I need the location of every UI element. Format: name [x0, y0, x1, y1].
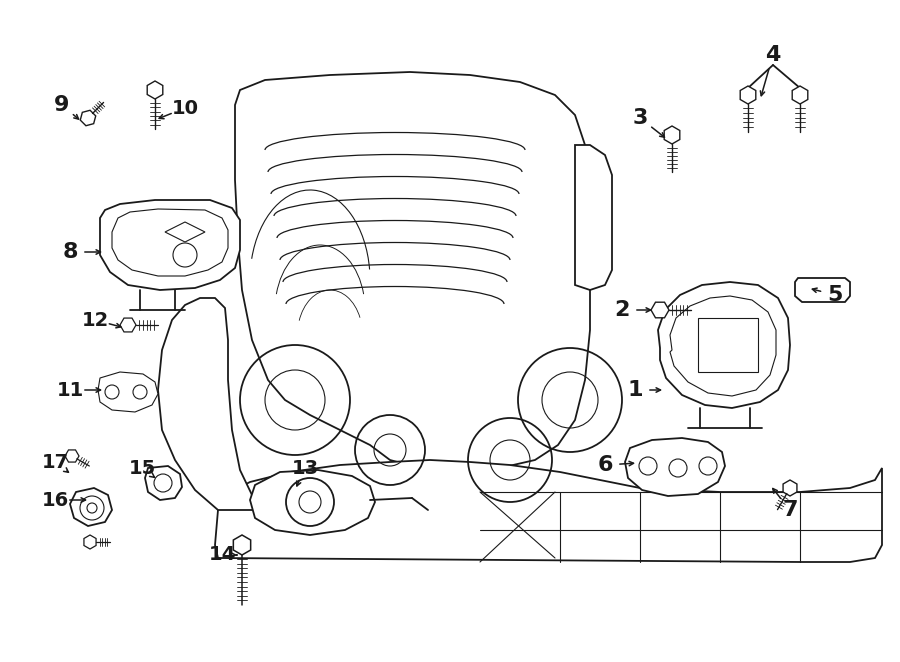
Polygon shape: [235, 72, 590, 470]
Polygon shape: [98, 372, 158, 412]
Text: 9: 9: [54, 95, 69, 115]
Polygon shape: [120, 318, 136, 332]
Polygon shape: [783, 480, 796, 496]
Text: 3: 3: [633, 108, 648, 128]
Text: 1: 1: [627, 380, 643, 400]
Polygon shape: [575, 145, 612, 290]
Polygon shape: [158, 298, 265, 510]
Polygon shape: [795, 278, 850, 302]
Polygon shape: [215, 460, 882, 562]
Text: 11: 11: [57, 381, 84, 399]
Polygon shape: [651, 303, 669, 318]
Text: 2: 2: [615, 300, 630, 320]
Text: 8: 8: [62, 242, 77, 262]
Text: 10: 10: [172, 99, 199, 117]
Polygon shape: [625, 438, 725, 496]
Text: 14: 14: [209, 545, 236, 565]
Text: 16: 16: [41, 491, 68, 510]
Polygon shape: [792, 86, 808, 104]
Polygon shape: [84, 535, 96, 549]
Polygon shape: [658, 282, 790, 408]
Polygon shape: [148, 81, 163, 99]
Text: 12: 12: [81, 310, 109, 330]
Polygon shape: [740, 86, 756, 104]
Text: 6: 6: [598, 455, 613, 475]
Polygon shape: [250, 470, 375, 535]
Text: 15: 15: [129, 459, 156, 477]
Polygon shape: [664, 126, 680, 144]
Polygon shape: [80, 111, 95, 126]
Text: 4: 4: [765, 45, 780, 65]
Polygon shape: [233, 535, 251, 555]
Polygon shape: [145, 466, 182, 500]
Text: 13: 13: [292, 459, 319, 477]
Text: 17: 17: [41, 453, 68, 471]
Text: 7: 7: [782, 500, 797, 520]
Polygon shape: [65, 450, 79, 462]
Polygon shape: [100, 200, 240, 290]
Polygon shape: [70, 488, 112, 526]
Text: 5: 5: [827, 285, 842, 305]
